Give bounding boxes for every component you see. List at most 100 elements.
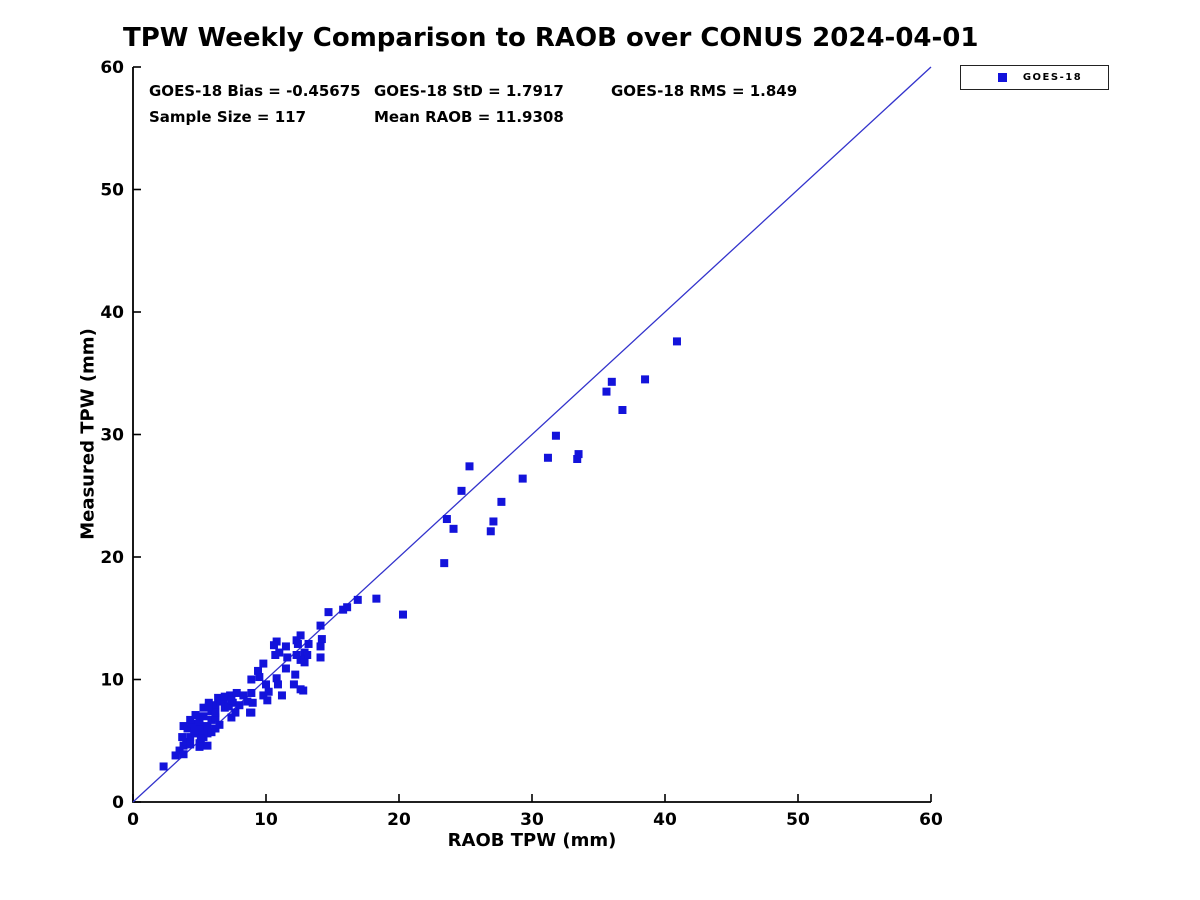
scatter-point <box>293 639 302 648</box>
scatter-point <box>211 713 220 722</box>
scatter-point <box>195 724 204 733</box>
scatter-point <box>497 497 506 506</box>
y-tick-label: 20 <box>100 548 124 568</box>
scatter-point <box>465 462 474 471</box>
scatter-point <box>271 651 280 659</box>
scatter-point <box>457 486 466 495</box>
scatter-point <box>199 703 208 712</box>
scatter-point <box>281 642 290 651</box>
scatter-point <box>186 715 195 724</box>
scatter-point <box>353 595 362 604</box>
scatter-point <box>186 740 195 749</box>
scatter-point <box>296 685 305 694</box>
scatter-point <box>254 666 263 675</box>
scatter-point <box>300 658 309 667</box>
stat-std: GOES-18 StD = 1.7917 <box>374 82 564 100</box>
scatter-point <box>317 635 326 644</box>
scatter-point <box>195 717 204 726</box>
scatter-point <box>518 474 527 483</box>
scatter-point <box>489 517 498 526</box>
stat-rms: GOES-18 RMS = 1.849 <box>611 82 798 100</box>
y-tick-label: 60 <box>100 58 124 78</box>
scatter-point <box>281 664 290 673</box>
scatter-point <box>247 675 256 684</box>
x-tick-label: 30 <box>520 810 544 830</box>
scatter-point <box>231 708 240 717</box>
scatter-point <box>574 450 583 459</box>
scatter-point <box>224 702 233 711</box>
scatter-point <box>215 720 224 729</box>
scatter-point <box>296 631 305 640</box>
x-tick-label: 40 <box>653 810 677 830</box>
scatter-point <box>262 680 270 689</box>
x-tick-label: 50 <box>786 810 810 830</box>
y-tick-label: 30 <box>100 426 124 446</box>
scatter-point <box>272 674 281 683</box>
scatter-point <box>543 453 552 462</box>
scatter-point <box>247 688 256 697</box>
scatter-point <box>486 527 495 536</box>
scatter-point <box>618 406 627 414</box>
scatter-point <box>303 651 312 659</box>
scatter-point <box>235 701 244 710</box>
stat-mean-raob: Mean RAOB = 11.9308 <box>374 108 564 126</box>
scatter-point <box>248 698 257 707</box>
scatter-point <box>291 670 300 679</box>
scatter-point <box>247 708 256 717</box>
x-tick-label: 0 <box>127 810 139 830</box>
scatter-point <box>398 610 407 619</box>
scatter-point <box>442 515 451 524</box>
scatter-point <box>263 696 272 705</box>
scatter-point <box>283 653 292 662</box>
stat-sample-size: Sample Size = 117 <box>149 108 307 126</box>
scatter-point <box>203 722 212 731</box>
scatter-point <box>440 559 449 568</box>
scatter-point <box>211 708 220 717</box>
scatter-point <box>324 608 333 617</box>
scatter-point <box>196 734 205 743</box>
scatter-point <box>316 621 325 630</box>
scatter-point <box>304 639 313 648</box>
stat-bias: GOES-18 Bias = -0.45675 <box>149 82 361 100</box>
scatter-point <box>203 741 212 750</box>
scatter-point <box>178 733 187 742</box>
scatter-point <box>216 697 225 706</box>
scatter-point <box>226 691 235 700</box>
scatter-point <box>316 642 325 651</box>
scatter-point <box>264 687 273 696</box>
y-tick-label: 10 <box>100 671 124 691</box>
x-axis-label: RAOB TPW (mm) <box>447 830 617 851</box>
legend-label: GOES-18 <box>1022 72 1083 83</box>
scatter-point <box>159 762 168 771</box>
scatter-point <box>343 603 352 612</box>
scatter-point <box>204 702 213 711</box>
scatter-point <box>220 692 229 701</box>
x-tick-label: 20 <box>387 810 411 830</box>
scatter-point <box>243 697 252 706</box>
scatter-point <box>227 713 236 722</box>
scatter-point <box>183 724 192 733</box>
y-axis-label: Measured TPW (mm) <box>77 328 99 540</box>
scatter-point <box>179 750 188 759</box>
y-tick-label: 40 <box>100 303 124 323</box>
reference-line <box>132 66 932 803</box>
scatter-point <box>259 659 268 668</box>
scatter-point <box>199 712 208 721</box>
scatter-point <box>171 751 180 760</box>
scatter-point <box>292 651 301 659</box>
scatter-point <box>449 524 458 533</box>
x-tick-label: 60 <box>919 810 943 830</box>
scatter-point <box>672 337 681 346</box>
scatter-point <box>277 691 286 700</box>
scatter-point <box>372 594 381 603</box>
scatter-point <box>227 696 236 705</box>
scatter-point <box>551 431 560 440</box>
legend: GOES-18 <box>960 65 1109 90</box>
scatter-point <box>195 742 204 751</box>
chart-title: TPW Weekly Comparison to RAOB over CONUS… <box>123 23 979 53</box>
legend-marker-icon <box>998 73 1007 82</box>
scatter-point <box>211 701 220 710</box>
scatter-point <box>316 653 325 662</box>
